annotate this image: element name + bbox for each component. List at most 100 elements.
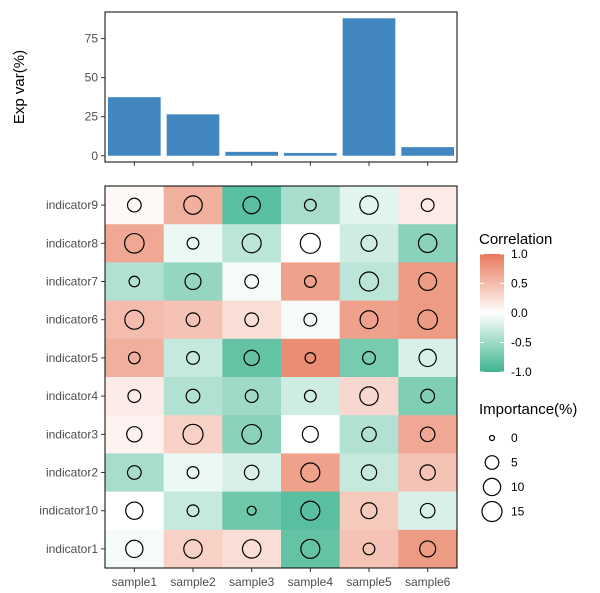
heat-cell-indicator5-sample2: [163, 338, 223, 378]
heat-y-tick-label: indicator6: [46, 313, 98, 327]
importance-circle-indicator2-sample6: [419, 464, 436, 481]
importance-circle-indicator6-sample5: [359, 310, 379, 330]
bar-sample3: [225, 151, 278, 156]
importance-circle-indicator5-sample3: [243, 349, 260, 367]
importance-key-label: 0: [511, 431, 518, 445]
importance-circle-indicator2-sample5: [360, 464, 378, 481]
importance-circle-indicator2-sample1: [126, 465, 142, 480]
importance-circle-indicator4-sample4: [303, 389, 317, 403]
importance-circle-indicator4-sample6: [420, 388, 436, 404]
heat-cell-indicator6-sample4: [281, 300, 341, 340]
importance-key-label: 15: [511, 505, 525, 519]
heat-cell-indicator5-sample6: [398, 338, 458, 378]
bar-x-ticks: [133, 162, 429, 166]
importance-circle-indicator7-sample5: [358, 271, 380, 292]
heat-y-tick-label: indicator2: [46, 466, 98, 480]
heat-cell-indicator1-sample6: [398, 529, 458, 569]
heat-cell-indicator7-sample1: [105, 262, 165, 302]
importance-circle-indicator4-sample2: [185, 388, 201, 404]
importance-circle-indicator1-sample5: [362, 542, 376, 556]
heatmap-x-axis: sample1 sample2 sample3 sample4 sample5 sampl…: [112, 568, 451, 589]
heat-cell-indicator4-sample1: [105, 377, 165, 416]
importance-circle-indicator7-sample2: [184, 272, 202, 291]
importance-key-circle: [481, 500, 503, 523]
heat-cell-indicator4-sample6: [398, 377, 458, 416]
correlation-tick-label: -0.5: [511, 336, 532, 350]
heat-cell-indicator8-sample6: [398, 224, 458, 263]
heat-x-tick-label: sample2: [170, 575, 216, 589]
heat-cell-indicator2-sample4: [281, 453, 341, 493]
importance-circle-indicator8-sample5: [360, 234, 378, 252]
importance-circle-indicator1-sample1: [125, 539, 144, 559]
importance-circle-indicator4-sample3: [244, 389, 259, 404]
heat-cell-indicator3-sample2: [163, 415, 223, 454]
correlation-legend-ticks: 1.0 0.5 0.0 -0.5 -1.0: [480, 247, 532, 379]
bar-panel: 0 25 50 75 Exp var(%): [11, 11, 458, 166]
importance-circle-indicator10-sample2: [186, 504, 200, 518]
importance-circle-indicator4-sample5: [359, 386, 379, 406]
heat-cell-indicator3-sample4: [281, 415, 341, 454]
importance-circle-indicator7-sample1: [128, 275, 141, 288]
heat-cell-indicator4-sample4: [281, 377, 341, 416]
heat-cell-indicator1-sample2: [163, 529, 223, 569]
heat-cell-indicator7-sample4: [281, 262, 341, 302]
heat-cell-indicator10-sample4: [281, 491, 341, 531]
heat-cell-indicator7-sample6: [398, 262, 458, 302]
bar-sample2: [166, 114, 220, 156]
heat-cell-indicator9-sample5: [339, 186, 399, 225]
heat-cell-indicator3-sample6: [398, 415, 458, 454]
heat-y-tick-label: indicator10: [39, 504, 98, 518]
correlation-legend: Correlation 1.0 0.5 0.0 -0.5 -1.0: [479, 231, 552, 379]
correlation-tick-label: 0.5: [511, 277, 528, 291]
heat-cell-indicator3-sample5: [339, 415, 399, 454]
importance-circle-indicator3-sample1: [126, 426, 143, 443]
importance-circle-indicator8-sample6: [417, 233, 438, 254]
heat-x-tick-label: sample1: [112, 575, 158, 589]
heat-cell-indicator1-sample3: [222, 529, 282, 569]
importance-circle-indicator7-sample4: [303, 275, 317, 288]
importance-circle-indicator3-sample5: [361, 426, 377, 443]
heat-cell-indicator2-sample3: [222, 453, 282, 493]
correlation-tick-label: -1.0: [511, 365, 532, 379]
importance-circle-indicator10-sample5: [360, 502, 378, 520]
importance-circle-indicator5-sample4: [304, 352, 317, 364]
heat-cell-indicator5-sample1: [105, 338, 165, 378]
importance-key-circle: [484, 455, 500, 470]
heat-cell-indicator4-sample5: [339, 377, 399, 416]
heat-cell-indicator1-sample4: [281, 529, 341, 569]
heat-x-tick-label: sample3: [229, 575, 275, 589]
heat-y-tick-label: indicator5: [46, 351, 98, 365]
importance-circle-indicator8-sample4: [299, 232, 321, 254]
heat-cell-indicator8-sample2: [163, 224, 223, 263]
heat-cell-indicator2-sample1: [105, 453, 165, 493]
heat-cell-indicator9-sample2: [163, 186, 223, 225]
heat-cell-indicator1-sample1: [105, 529, 165, 569]
heat-cell-indicator10-sample2: [163, 491, 223, 531]
importance-circle-indicator1-sample2: [183, 539, 203, 559]
importance-legend-keys: 0 5 10 15: [481, 431, 525, 523]
heat-cell-indicator10-sample6: [398, 491, 458, 531]
importance-circle-indicator9-sample4: [303, 198, 317, 212]
bar-marks: [108, 18, 454, 156]
bar-y-tick-label: 50: [85, 71, 99, 85]
importance-circle-indicator9-sample5: [359, 195, 379, 215]
heat-cell-indicator3-sample1: [105, 415, 165, 454]
heat-y-tick-label: indicator1: [46, 542, 98, 556]
heat-cell-indicator3-sample3: [222, 415, 282, 454]
importance-circle-indicator6-sample4: [303, 312, 318, 327]
heatmap-cells: [105, 186, 458, 569]
heat-cell-indicator7-sample3: [222, 262, 282, 302]
importance-circle-indicator3-sample3: [241, 423, 263, 445]
importance-circle-indicator3-sample2: [182, 423, 204, 445]
importance-circles: [123, 195, 439, 559]
heat-cell-indicator5-sample4: [281, 338, 341, 378]
bar-sample5: [342, 18, 396, 156]
bar-y-tick-label: 25: [85, 110, 99, 124]
heat-cell-indicator8-sample4: [281, 224, 341, 263]
heat-y-tick-label: indicator3: [46, 427, 98, 441]
heat-cell-indicator2-sample2: [163, 453, 223, 493]
bar-y-tick-label: 0: [91, 149, 98, 163]
importance-circle-indicator5-sample5: [362, 350, 376, 365]
heatmap-y-axis: indicator9 indicator8 indicator7 indicator6…: [39, 198, 105, 556]
importance-circle-indicator6-sample1: [124, 309, 145, 330]
